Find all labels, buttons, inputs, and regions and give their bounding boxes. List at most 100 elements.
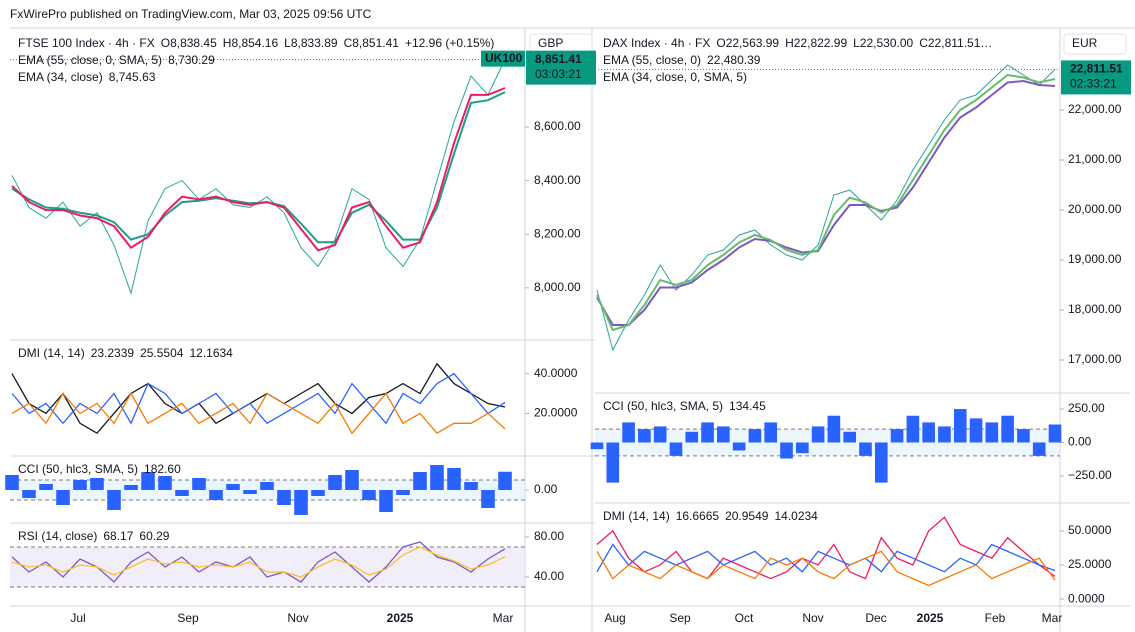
- indicator-value: 68.17: [103, 529, 133, 543]
- band-fill: [10, 547, 525, 587]
- histogram-bar: [780, 442, 793, 459]
- y-tick-label: 250.00: [1068, 401, 1105, 415]
- ohlc-value: H8,854.16: [223, 36, 279, 50]
- histogram-bar: [226, 484, 240, 490]
- histogram-bar: [969, 418, 983, 443]
- indicator-value: 8,730.29: [168, 53, 215, 67]
- histogram-bar: [447, 468, 461, 490]
- indicator-title: EMA (55, close, 0, SMA, 5): [18, 53, 162, 67]
- publish-header: FxWirePro published on TradingView.com, …: [10, 7, 372, 21]
- indicator-value: 16.6665: [676, 509, 720, 523]
- series-line: [596, 543, 1056, 573]
- time-label: Mar: [493, 611, 514, 625]
- histogram-bar: [124, 485, 138, 490]
- histogram-bar: [638, 429, 651, 443]
- time-label: Sep: [177, 611, 199, 625]
- indicator-value: 8,745.63: [109, 70, 156, 84]
- indicator-value: 20.9549: [725, 509, 769, 523]
- histogram-bar: [795, 442, 809, 454]
- histogram-bar: [732, 442, 746, 451]
- y-tick-label: 25.0000: [1068, 557, 1112, 571]
- y-tick-label: 8,600.00: [534, 119, 581, 133]
- histogram-bar: [1001, 415, 1014, 443]
- y-tick-label: 17,000.00: [1068, 352, 1122, 366]
- histogram-bar: [890, 429, 904, 443]
- y-tick-label: 18,000.00: [1068, 302, 1122, 316]
- ohlc-value: C8,851.41: [344, 36, 400, 50]
- histogram-bar: [764, 422, 778, 443]
- y-tick-label: 40.00: [534, 569, 564, 583]
- histogram-bar: [938, 426, 951, 443]
- y-tick-label: 8,400.00: [534, 173, 581, 187]
- histogram-bar: [345, 470, 359, 490]
- symbol-title: FTSE 100 Index · 4h · FX: [18, 36, 155, 50]
- series-line: [11, 392, 506, 435]
- series-line: [596, 73, 1056, 332]
- time-label: Nov: [287, 611, 308, 625]
- indicator-title: DMI (14, 14): [603, 509, 670, 523]
- histogram-bar: [107, 490, 121, 510]
- histogram-bar: [328, 475, 342, 490]
- histogram-bar: [685, 431, 699, 443]
- y-tick-label: 8,200.00: [534, 226, 581, 240]
- ohlc-value: C22,811.51…: [919, 36, 992, 50]
- histogram-bar: [243, 490, 257, 494]
- histogram-bar: [277, 490, 291, 505]
- indicator-title: EMA (34, close, 0, SMA, 5): [603, 70, 747, 84]
- time-label: Sep: [669, 611, 691, 625]
- histogram-bar: [430, 465, 444, 490]
- ohlc-value: H22,822.99: [785, 36, 847, 50]
- indicator-value: 134.45: [729, 399, 766, 413]
- histogram-bar: [717, 426, 730, 443]
- time-label: Aug: [604, 611, 625, 625]
- histogram-bar: [413, 472, 427, 490]
- time-label: Oct: [735, 611, 754, 625]
- histogram-bar: [311, 490, 325, 496]
- y-tick-label: 0.00: [1068, 435, 1092, 449]
- histogram-bar: [953, 409, 967, 443]
- histogram-bar: [922, 422, 935, 443]
- y-tick-label: 40.0000: [534, 366, 578, 380]
- indicator-value: 22,480.39: [707, 53, 761, 67]
- symbol-title: DAX Index · 4h · FX: [603, 36, 710, 50]
- histogram-bar: [158, 476, 172, 490]
- histogram-bar: [1017, 429, 1030, 443]
- series-line: [11, 546, 506, 578]
- histogram-bar: [260, 482, 274, 490]
- price-badge-value: 8,851.41: [535, 52, 582, 66]
- currency: GBP: [538, 36, 563, 50]
- time-label: Dec: [865, 611, 886, 625]
- histogram-bar: [22, 490, 36, 498]
- indicator-value: 12.1634: [189, 346, 233, 360]
- histogram-bar: [811, 426, 825, 443]
- series-line: [596, 550, 1056, 587]
- series-line: [11, 372, 506, 425]
- price-badge-value: 22,811.51: [1070, 62, 1123, 76]
- y-tick-label: −250.00: [1068, 468, 1112, 482]
- histogram-bar: [5, 475, 19, 490]
- histogram-bar: [56, 490, 70, 505]
- y-tick-label: 0.0000: [1068, 591, 1105, 605]
- ohlc-value: O8,838.45: [161, 36, 217, 50]
- time-label: 2025: [387, 611, 414, 625]
- price-badge: [1061, 60, 1131, 95]
- histogram-bar: [590, 442, 604, 450]
- histogram-bar: [874, 442, 888, 483]
- histogram-bar: [1048, 424, 1062, 443]
- histogram-bar: [175, 490, 189, 496]
- histogram-bar: [748, 429, 762, 443]
- currency-box: [1063, 33, 1127, 55]
- histogram-bar: [73, 480, 87, 490]
- y-tick-label: 21,000.00: [1068, 152, 1122, 166]
- histogram-bar: [906, 415, 920, 443]
- indicator-value: 14.0234: [774, 509, 818, 523]
- indicator-title: CCI (50, hlc3, SMA, 5): [603, 399, 723, 413]
- currency: EUR: [1072, 36, 1098, 50]
- y-tick-label: 8,000.00: [534, 280, 581, 294]
- histogram-bar: [396, 490, 410, 495]
- symbol-tag-box: [481, 50, 525, 67]
- indicator-title: EMA (55, close, 0): [603, 53, 701, 67]
- y-tick-label: 20,000.00: [1068, 202, 1122, 216]
- indicator-title: EMA (34, close): [18, 70, 103, 84]
